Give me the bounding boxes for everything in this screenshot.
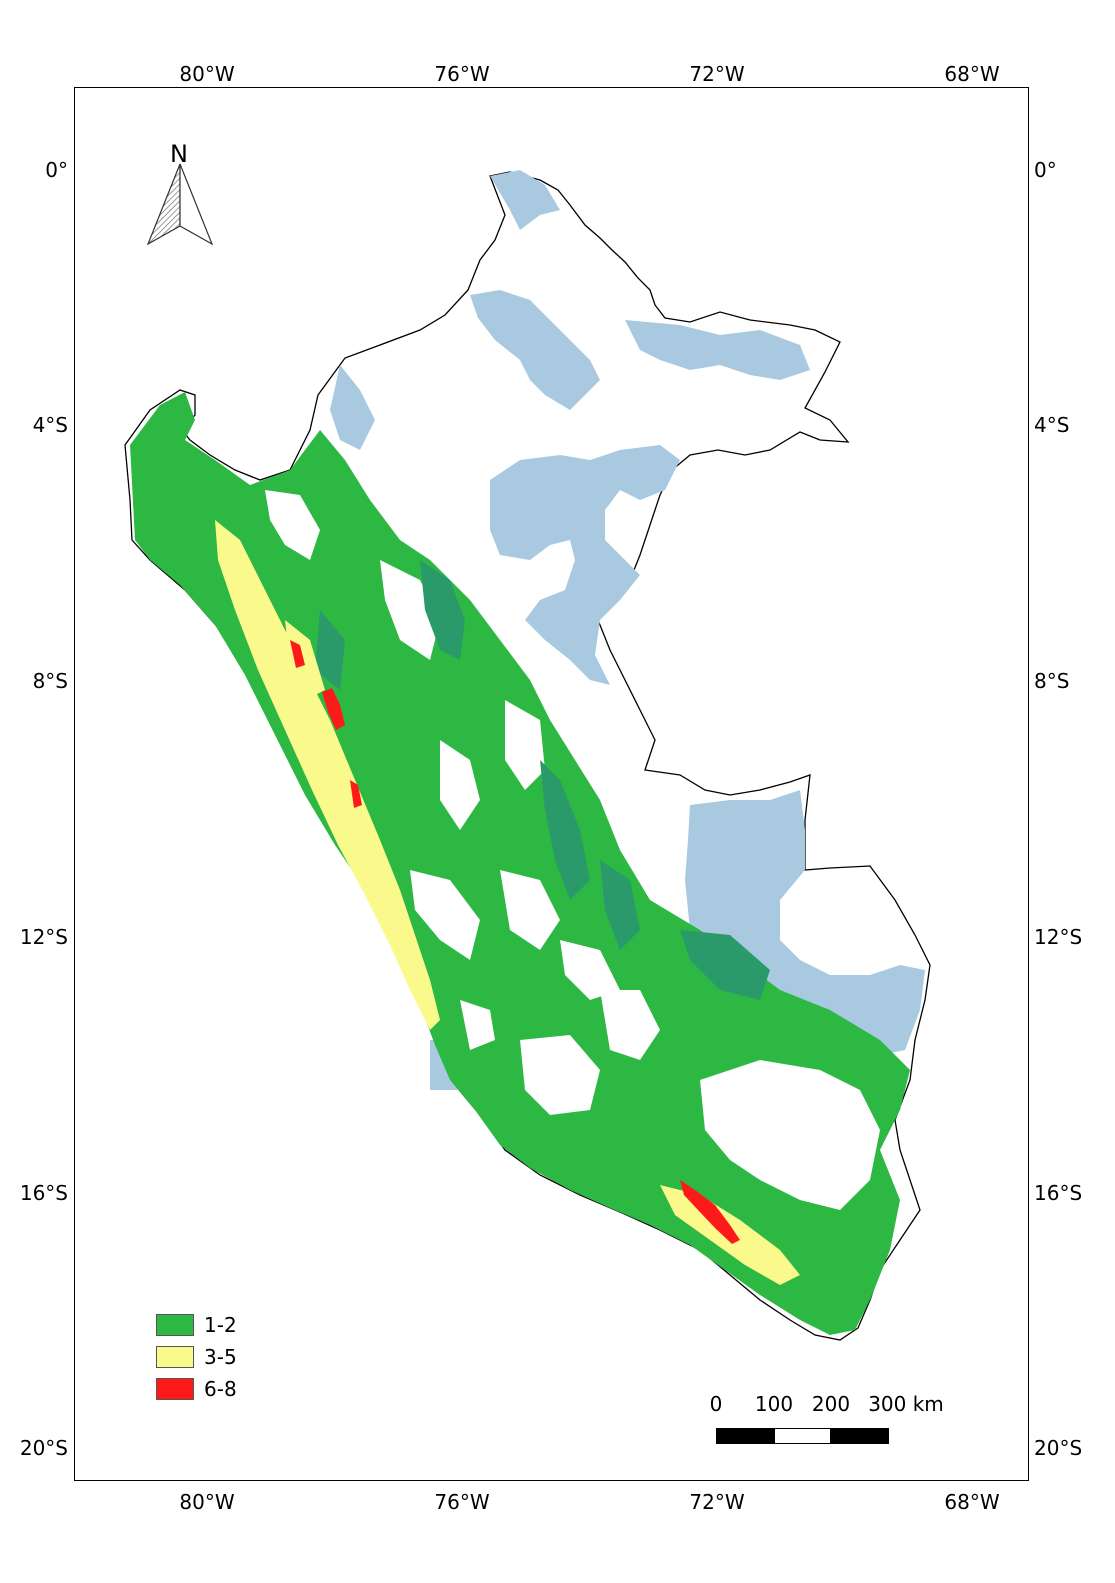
legend-label: 1-2: [204, 1313, 237, 1337]
lat-tick-left: 0°: [45, 158, 68, 182]
legend-swatch-6-8: [156, 1378, 194, 1400]
scale-segment: [831, 1428, 889, 1444]
lat-tick-right: 20°S: [1034, 1436, 1083, 1460]
legend-swatch-3-5: [156, 1346, 194, 1368]
scale-segment: [716, 1428, 774, 1444]
lat-tick-left: 4°S: [32, 413, 68, 437]
lon-tick-bottom: 72°W: [689, 1490, 745, 1514]
scale-label: 100: [754, 1392, 794, 1416]
legend-item: 1-2: [156, 1309, 237, 1341]
lon-tick-top: 68°W: [944, 62, 1000, 86]
lat-tick-right: 8°S: [1034, 669, 1070, 693]
lat-tick-left: 8°S: [32, 669, 68, 693]
lon-tick-bottom: 80°W: [179, 1490, 235, 1514]
legend-swatch-1-2: [156, 1314, 194, 1336]
legend-label: 6-8: [204, 1377, 237, 1401]
lon-tick-bottom: 68°W: [944, 1490, 1000, 1514]
lat-tick-right: 12°S: [1034, 925, 1083, 949]
legend-item: 3-5: [156, 1341, 237, 1373]
north-arrow-icon: [146, 163, 214, 246]
lat-tick-right: 16°S: [1034, 1181, 1083, 1205]
coverage-gaps: [265, 490, 880, 1210]
lon-tick-top: 76°W: [434, 62, 490, 86]
scale-bar: 0 100 200 300 km: [690, 1392, 960, 1452]
lat-tick-left: 12°S: [19, 925, 68, 949]
legend-label: 3-5: [204, 1345, 237, 1369]
lat-tick-left: 20°S: [19, 1436, 68, 1460]
map-frame: [74, 87, 1029, 1481]
legend-item: 6-8: [156, 1373, 237, 1405]
scale-label: 0: [709, 1392, 723, 1416]
lon-tick-top: 80°W: [179, 62, 235, 86]
legend: 1-2 3-5 6-8: [156, 1309, 237, 1405]
scale-label: 300 km: [868, 1392, 944, 1416]
north-arrow: N: [144, 140, 216, 250]
scale-segment: [774, 1428, 831, 1444]
lat-tick-right: 4°S: [1034, 413, 1070, 437]
lat-tick-right: 0°: [1034, 158, 1057, 182]
lat-tick-left: 16°S: [19, 1181, 68, 1205]
lon-tick-top: 72°W: [689, 62, 745, 86]
scale-label: 200: [811, 1392, 851, 1416]
coverage-6-8: [290, 640, 740, 1244]
coverage-dark: [315, 560, 770, 1000]
north-label: N: [170, 140, 188, 168]
lon-tick-bottom: 76°W: [434, 1490, 490, 1514]
